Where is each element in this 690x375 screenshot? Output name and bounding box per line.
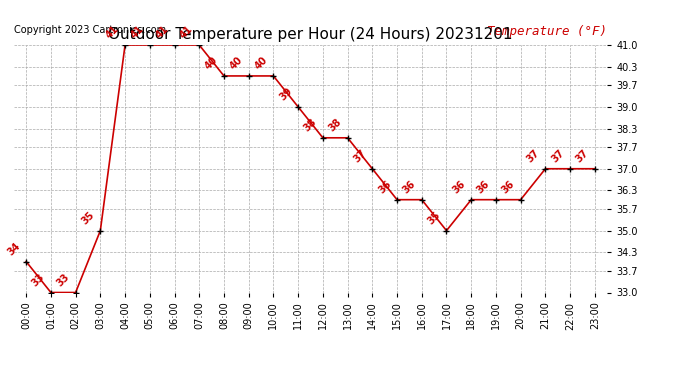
Text: 41: 41 — [104, 24, 121, 41]
Text: Temperature (°F): Temperature (°F) — [487, 25, 607, 38]
Text: 36: 36 — [500, 179, 517, 195]
Text: 36: 36 — [451, 179, 467, 195]
Text: 40: 40 — [203, 55, 220, 72]
Text: 37: 37 — [524, 148, 541, 165]
Text: 35: 35 — [426, 210, 442, 226]
Text: 39: 39 — [277, 86, 294, 103]
Text: 33: 33 — [30, 272, 47, 288]
Text: 34: 34 — [6, 241, 22, 257]
Text: 41: 41 — [154, 24, 170, 41]
Text: 35: 35 — [79, 210, 96, 226]
Text: 37: 37 — [351, 148, 368, 165]
Text: 40: 40 — [253, 55, 269, 72]
Text: 41: 41 — [179, 24, 195, 41]
Text: 36: 36 — [376, 179, 393, 195]
Text: 33: 33 — [55, 272, 72, 288]
Text: Copyright 2023 Cartronics.com: Copyright 2023 Cartronics.com — [14, 25, 166, 35]
Text: 37: 37 — [549, 148, 566, 165]
Title: Outdoor Temperature per Hour (24 Hours) 20231201: Outdoor Temperature per Hour (24 Hours) … — [108, 27, 513, 42]
Text: 40: 40 — [228, 55, 244, 72]
Text: 41: 41 — [129, 24, 146, 41]
Text: 38: 38 — [302, 117, 319, 134]
Text: 36: 36 — [401, 179, 417, 195]
Text: 38: 38 — [327, 117, 344, 134]
Text: 36: 36 — [475, 179, 492, 195]
Text: 37: 37 — [574, 148, 591, 165]
